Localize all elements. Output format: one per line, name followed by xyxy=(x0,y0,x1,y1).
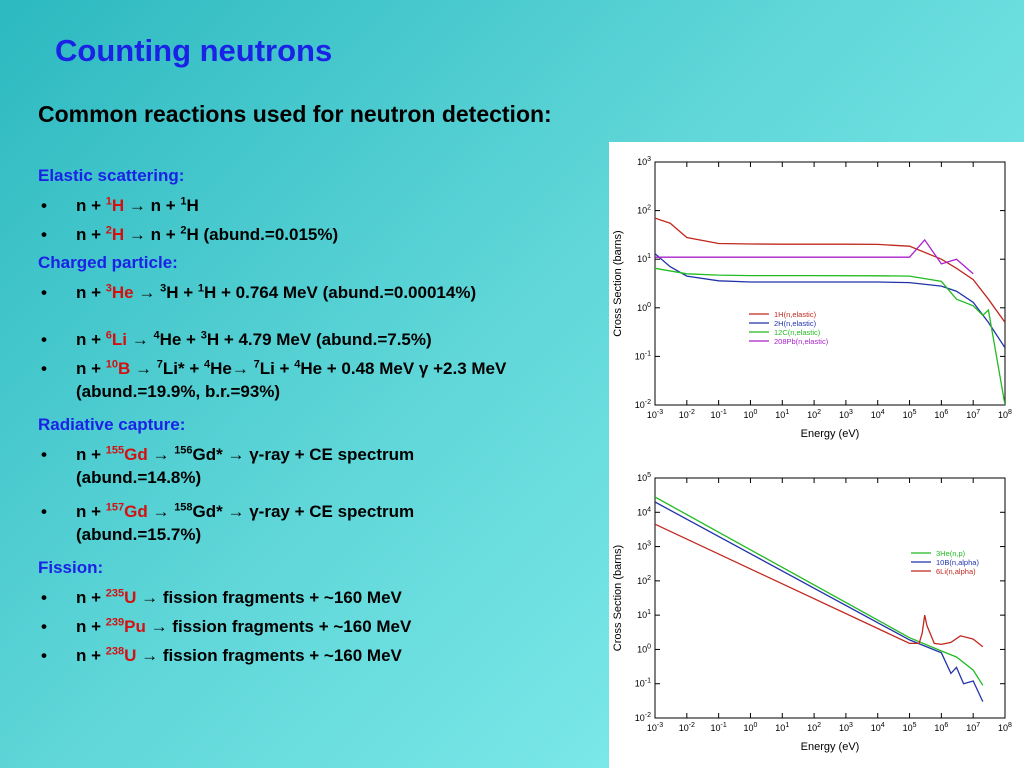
reaction-item: • n + 155Gd → 156Gd* → γ-ray + CE spectr… xyxy=(41,444,415,487)
x-tick-label: 104 xyxy=(871,722,885,733)
y-tick-label: 100 xyxy=(637,643,651,654)
legend-label: 208Pb(n,elastic) xyxy=(774,337,829,346)
x-tick-label: 107 xyxy=(966,722,980,733)
x-tick-label: 104 xyxy=(871,409,885,420)
isotope: Li xyxy=(111,330,127,349)
bullet: • xyxy=(41,359,47,378)
y-tick-label: 102 xyxy=(637,205,651,216)
series-line xyxy=(655,253,1005,349)
section-heading-elastic: Elastic scattering: xyxy=(38,166,185,185)
reaction-item: • n + 6Li → 4He + 3H + 4.79 MeV (abund.=… xyxy=(41,329,432,349)
y-tick-label: 103 xyxy=(637,541,651,552)
y-tick-label: 102 xyxy=(637,575,651,586)
x-tick-label: 10-1 xyxy=(711,722,727,733)
series-line xyxy=(655,501,984,702)
y-tick-label: 101 xyxy=(637,253,651,264)
x-tick-label: 10-3 xyxy=(647,722,663,733)
page-title: Counting neutrons xyxy=(55,33,333,68)
reaction-item: • n + 238U → fission fragments + ~160 Me… xyxy=(41,645,402,665)
x-axis-label: Energy (eV) xyxy=(801,741,860,753)
x-tick-label: 100 xyxy=(743,722,757,733)
bullet: • xyxy=(41,617,47,636)
bullet: • xyxy=(41,588,47,607)
x-tick-label: 103 xyxy=(839,409,853,420)
bullet: • xyxy=(41,445,47,464)
y-tick-label: 10-1 xyxy=(635,350,651,361)
x-tick-label: 10-1 xyxy=(711,409,727,420)
x-tick-label: 105 xyxy=(903,409,917,420)
isotope: Gd xyxy=(124,502,148,521)
plot-frame xyxy=(654,477,1006,719)
legend-label: 2H(n,elastic) xyxy=(774,319,817,328)
bullet: • xyxy=(41,225,47,244)
legend-label: 6Li(n,alpha) xyxy=(936,567,976,576)
elastic-cross-section-chart: 10-3 10-2 10-1 100 101 102 103 104 105 106 107 1081… xyxy=(612,156,1012,440)
section-heading-charged-particle: Charged particle: xyxy=(38,253,178,272)
legend-label: 12C(n,elastic) xyxy=(774,328,821,337)
section-heading-radiative-capture: Radiative capture: xyxy=(38,415,186,434)
x-tick-label: 100 xyxy=(743,409,757,420)
plot-frame xyxy=(654,161,1006,406)
y-tick-label: 100 xyxy=(637,302,651,313)
x-tick-label: 106 xyxy=(934,409,948,420)
x-tick-label: 10-2 xyxy=(679,409,695,420)
reaction-item: • n + 10B → 7Li* + 4He→ 7Li + 4He + 0.48… xyxy=(41,358,507,401)
bullet: • xyxy=(41,283,47,302)
reaction-item: • n + 1H → n + 1H xyxy=(41,195,199,215)
absorption-cross-section-chart: 10-3 10-2 10-1 100 101 102 103 104 105 106 107 1081… xyxy=(612,472,1012,753)
y-axis-label: Cross Section (barns) xyxy=(612,230,624,336)
isotope: H xyxy=(111,196,125,215)
reaction-item: • n + 3He → 3H + 1H + 0.764 MeV (abund.=… xyxy=(41,282,477,302)
isotope: B xyxy=(118,359,131,378)
y-tick-label: 105 xyxy=(637,472,651,483)
page-subtitle: Common reactions used for neutron detect… xyxy=(38,101,552,127)
isotope: U xyxy=(124,588,137,607)
bullet: • xyxy=(41,646,47,665)
series-line xyxy=(655,523,984,648)
y-tick-label: 10-2 xyxy=(635,712,651,723)
x-tick-label: 107 xyxy=(966,409,980,420)
bullet: • xyxy=(41,330,47,349)
x-tick-label: 10-3 xyxy=(647,409,663,420)
bullet: • xyxy=(41,196,47,215)
isotope: U xyxy=(124,646,137,665)
reaction-item: • n + 235U → fission fragments + ~160 Me… xyxy=(41,587,402,607)
isotope: He xyxy=(111,283,134,302)
x-tick-label: 103 xyxy=(839,722,853,733)
series-line xyxy=(655,496,984,686)
y-tick-label: 104 xyxy=(637,506,651,517)
x-tick-label: 108 xyxy=(998,722,1012,733)
y-tick-label: 10-2 xyxy=(635,399,651,410)
y-tick-label: 101 xyxy=(637,609,651,620)
legend-label: 3He(n,p) xyxy=(936,549,966,558)
charts-panel: 10-3 10-2 10-1 100 101 102 103 104 105 106 107 108 1… xyxy=(609,142,1024,768)
reactions-list: Elastic scattering: • n + 1H → n + 1H • … xyxy=(38,165,608,673)
series-line xyxy=(655,267,1005,405)
series-line xyxy=(655,217,1005,323)
x-axis-label: Energy (eV) xyxy=(801,428,860,440)
x-tick-label: 108 xyxy=(998,409,1012,420)
series-line xyxy=(655,238,974,275)
y-tick-label: 10-1 xyxy=(635,678,651,689)
reaction-item: • n + 2H → n + 2H (abund.=0.015%) xyxy=(41,224,339,244)
y-axis-label: Cross Section (barns) xyxy=(612,545,624,651)
reaction-item: • n + 157Gd → 158Gd* → γ-ray + CE spectr… xyxy=(41,501,415,544)
x-tick-label: 102 xyxy=(807,409,821,420)
x-tick-label: 10-2 xyxy=(679,722,695,733)
x-tick-label: 105 xyxy=(903,722,917,733)
x-tick-label: 102 xyxy=(807,722,821,733)
x-tick-label: 101 xyxy=(775,722,789,733)
isotope: Gd xyxy=(124,445,148,464)
section-heading-fission: Fission: xyxy=(38,558,104,577)
isotope: H xyxy=(111,225,125,244)
x-tick-label: 101 xyxy=(775,409,789,420)
reaction-item: • n + 239Pu → fission fragments + ~160 M… xyxy=(41,616,412,636)
y-tick-label: 103 xyxy=(637,156,651,167)
bullet: • xyxy=(41,502,47,521)
isotope: Pu xyxy=(124,617,146,636)
legend-label: 1H(n,elastic) xyxy=(774,310,817,319)
x-tick-label: 106 xyxy=(934,722,948,733)
legend-label: 10B(n,alpha) xyxy=(936,558,979,567)
